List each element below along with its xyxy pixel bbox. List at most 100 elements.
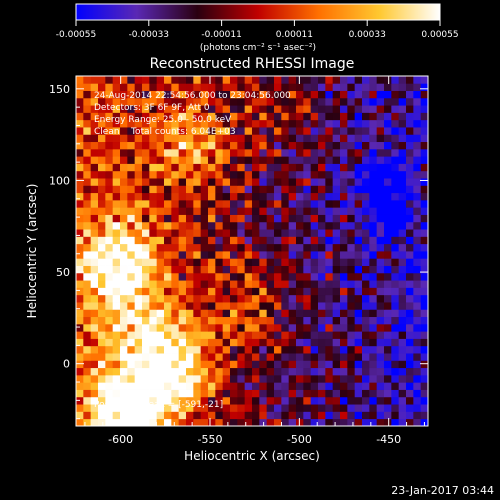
heatmap-cell [149, 404, 158, 412]
heatmap-cell [171, 418, 180, 426]
heatmap-cell [134, 243, 143, 252]
heatmap-cell [156, 97, 165, 106]
heatmap-cell [186, 360, 194, 369]
heatmap-cell [398, 148, 407, 157]
heatmap-cell [149, 214, 158, 223]
heatmap-cell [420, 170, 428, 179]
heatmap-cell [156, 265, 165, 274]
heatmap-cell [384, 185, 392, 194]
heatmap-cell [178, 338, 187, 347]
heatmap-cell [325, 360, 334, 369]
heatmap-cell [215, 90, 224, 99]
heatmap-cell [164, 90, 172, 99]
heatmap-cell [391, 280, 400, 288]
heatmap-cell [98, 141, 106, 150]
heatmap-cell [134, 178, 143, 186]
heatmap-cell [105, 302, 114, 310]
heatmap-cell [215, 265, 224, 274]
heatmap-cell [288, 170, 297, 179]
heatmap-cell [376, 258, 385, 266]
heatmap-cell [274, 229, 282, 237]
heatmap-cell [208, 374, 216, 383]
heatmap-cell [406, 353, 414, 361]
heatmap-cell [112, 207, 121, 215]
heatmap-cell [98, 243, 106, 252]
heatmap-cell [178, 156, 187, 164]
heatmap-cell [90, 185, 99, 194]
heatmap-cell [318, 185, 326, 194]
heatmap-cell [200, 170, 209, 179]
heatmap-cell [186, 83, 194, 91]
heatmap-cell [215, 112, 224, 121]
heatmap-cell [127, 229, 136, 237]
heatmap-cell [120, 214, 128, 223]
heatmap-cell [112, 389, 121, 398]
heatmap-cell [142, 294, 150, 303]
heatmap-cell [391, 374, 400, 383]
heatmap-cell [252, 178, 260, 186]
heatmap-cell [384, 272, 392, 281]
heatmap-cell [200, 287, 209, 296]
heatmap-cell [274, 302, 282, 310]
heatmap-cell [149, 148, 158, 157]
heatmap-cell [406, 251, 414, 259]
heatmap-cell [230, 309, 238, 318]
heatmap-cell [90, 170, 99, 179]
heatmap-cell [413, 112, 422, 121]
heatmap-cell [376, 141, 385, 150]
heatmap-cell [274, 83, 282, 91]
heatmap-cell [98, 287, 106, 296]
heatmap-cell [105, 360, 114, 369]
heatmap-cell [142, 382, 150, 390]
heatmap-cell [178, 148, 187, 157]
heatmap-cell [274, 112, 282, 121]
heatmap-cell [244, 134, 253, 143]
heatmap-cell [332, 178, 341, 186]
heatmap-cell [208, 236, 216, 245]
heatmap-cell [391, 411, 400, 420]
heatmap-cell [215, 178, 224, 186]
heatmap-cell [288, 156, 297, 164]
heatmap-cell [215, 251, 224, 259]
heatmap-cell [384, 156, 392, 164]
heatmap-cell [178, 331, 187, 339]
heatmap-cell [303, 229, 312, 237]
heatmap-cell [76, 199, 84, 208]
heatmap-cell [171, 251, 180, 259]
heatmap-cell [362, 105, 370, 113]
heatmap-cell [325, 134, 334, 143]
heatmap-cell [164, 221, 172, 230]
heatmap-cell [384, 331, 392, 339]
heatmap-cell [340, 236, 348, 245]
heatmap-cell [105, 411, 114, 420]
heatmap-cell [362, 404, 370, 412]
heatmap-cell [208, 90, 216, 99]
heatmap-cell [127, 411, 136, 420]
heatmap-cell [156, 178, 165, 186]
heatmap-cell [362, 389, 370, 398]
heatmap-cell [193, 156, 202, 164]
heatmap-cell [200, 265, 209, 274]
heatmap-cell [215, 258, 224, 266]
heatmap-cell [303, 411, 312, 420]
heatmap-cell [76, 148, 84, 157]
heatmap-cell [98, 178, 106, 186]
heatmap-cell [178, 229, 187, 237]
heatmap-cell [178, 76, 187, 84]
heatmap-cell [105, 214, 114, 223]
heatmap-cell [303, 185, 312, 194]
heatmap-cell [391, 97, 400, 106]
heatmap-cell [391, 199, 400, 208]
heatmap-cell [193, 418, 202, 426]
heatmap-cell [310, 141, 319, 150]
heatmap-cell [193, 163, 202, 172]
heatmap-cell [83, 243, 92, 252]
heatmap-cell [142, 170, 150, 179]
heatmap-cell [105, 207, 114, 215]
heatmap-cell [384, 302, 392, 310]
heatmap-cell [156, 280, 165, 288]
heatmap-cell [310, 272, 319, 281]
heatmap-cell [310, 360, 319, 369]
heatmap-cell [252, 251, 260, 259]
